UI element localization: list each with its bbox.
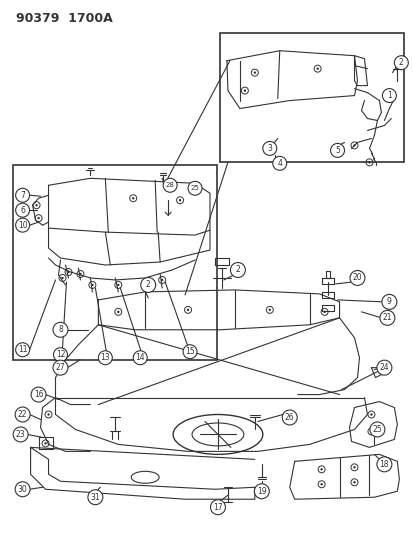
Text: 26: 26 bbox=[284, 413, 294, 422]
Text: 25: 25 bbox=[190, 185, 199, 191]
Circle shape bbox=[31, 387, 46, 402]
Text: 12: 12 bbox=[56, 350, 65, 359]
Circle shape bbox=[15, 407, 30, 422]
Circle shape bbox=[98, 351, 112, 365]
Circle shape bbox=[282, 410, 297, 425]
Circle shape bbox=[382, 88, 395, 102]
Circle shape bbox=[268, 309, 271, 311]
Circle shape bbox=[132, 197, 134, 199]
Circle shape bbox=[262, 141, 276, 156]
Text: 30: 30 bbox=[18, 484, 27, 494]
Circle shape bbox=[210, 500, 225, 515]
Bar bbox=[13, 165, 216, 360]
Circle shape bbox=[161, 279, 163, 281]
Circle shape bbox=[53, 322, 68, 337]
Text: 14: 14 bbox=[135, 353, 145, 362]
Circle shape bbox=[44, 442, 47, 445]
Circle shape bbox=[230, 263, 245, 278]
Circle shape bbox=[253, 71, 255, 74]
Circle shape bbox=[88, 490, 102, 505]
Circle shape bbox=[163, 179, 177, 192]
Text: 15: 15 bbox=[185, 347, 195, 356]
Text: 9: 9 bbox=[386, 297, 391, 306]
Text: 16: 16 bbox=[34, 390, 43, 399]
Circle shape bbox=[16, 218, 29, 232]
Circle shape bbox=[352, 481, 355, 483]
Text: 21: 21 bbox=[382, 313, 391, 322]
Circle shape bbox=[394, 56, 407, 70]
Text: 22: 22 bbox=[18, 410, 27, 419]
Circle shape bbox=[349, 270, 364, 286]
Text: 2: 2 bbox=[235, 265, 240, 274]
Circle shape bbox=[368, 161, 370, 164]
Circle shape bbox=[117, 284, 119, 286]
Text: 5: 5 bbox=[334, 146, 339, 155]
Circle shape bbox=[272, 156, 286, 171]
Circle shape bbox=[183, 345, 197, 359]
Text: 10: 10 bbox=[18, 221, 27, 230]
Circle shape bbox=[369, 430, 372, 433]
Text: 90379  1700A: 90379 1700A bbox=[16, 12, 112, 26]
Circle shape bbox=[16, 203, 29, 217]
Circle shape bbox=[15, 482, 30, 497]
Text: 31: 31 bbox=[90, 492, 100, 502]
Text: 28: 28 bbox=[165, 182, 174, 188]
Circle shape bbox=[316, 68, 318, 70]
Text: 18: 18 bbox=[379, 460, 388, 469]
Circle shape bbox=[53, 360, 68, 375]
Circle shape bbox=[13, 427, 28, 442]
Circle shape bbox=[243, 90, 245, 92]
Text: 6: 6 bbox=[20, 206, 25, 215]
Text: 8: 8 bbox=[58, 325, 63, 334]
Circle shape bbox=[117, 311, 119, 313]
Circle shape bbox=[320, 468, 322, 471]
Circle shape bbox=[67, 271, 69, 273]
Circle shape bbox=[79, 273, 81, 275]
Text: 23: 23 bbox=[16, 430, 25, 439]
Circle shape bbox=[186, 309, 189, 311]
Circle shape bbox=[352, 466, 355, 469]
Circle shape bbox=[53, 348, 67, 362]
Circle shape bbox=[140, 278, 155, 293]
Circle shape bbox=[320, 483, 322, 486]
Text: 11: 11 bbox=[18, 345, 27, 354]
Circle shape bbox=[254, 484, 268, 499]
Text: 19: 19 bbox=[256, 487, 266, 496]
Circle shape bbox=[91, 284, 93, 286]
Text: 17: 17 bbox=[213, 503, 222, 512]
Circle shape bbox=[61, 277, 64, 279]
Text: 4: 4 bbox=[277, 159, 282, 168]
Circle shape bbox=[16, 343, 29, 357]
Text: 1: 1 bbox=[386, 91, 391, 100]
Circle shape bbox=[369, 413, 372, 416]
Text: 7: 7 bbox=[20, 191, 25, 200]
Text: 2: 2 bbox=[145, 280, 150, 289]
Circle shape bbox=[376, 457, 391, 472]
Circle shape bbox=[35, 204, 38, 206]
Text: 27: 27 bbox=[55, 363, 65, 372]
Circle shape bbox=[323, 311, 325, 313]
Circle shape bbox=[330, 143, 344, 157]
Text: 3: 3 bbox=[267, 144, 272, 153]
Circle shape bbox=[369, 422, 384, 437]
Circle shape bbox=[37, 217, 40, 220]
Circle shape bbox=[379, 310, 394, 325]
Text: 24: 24 bbox=[379, 363, 388, 372]
Circle shape bbox=[133, 351, 147, 365]
Text: 2: 2 bbox=[398, 58, 403, 67]
Circle shape bbox=[352, 144, 355, 147]
Circle shape bbox=[178, 199, 181, 201]
Circle shape bbox=[381, 294, 396, 309]
Circle shape bbox=[376, 360, 391, 375]
Circle shape bbox=[188, 181, 202, 195]
Circle shape bbox=[47, 413, 50, 416]
Bar bbox=[219, 33, 404, 163]
Text: 20: 20 bbox=[352, 273, 361, 282]
Text: 25: 25 bbox=[372, 425, 381, 434]
Circle shape bbox=[16, 188, 29, 202]
Text: 13: 13 bbox=[100, 353, 110, 362]
